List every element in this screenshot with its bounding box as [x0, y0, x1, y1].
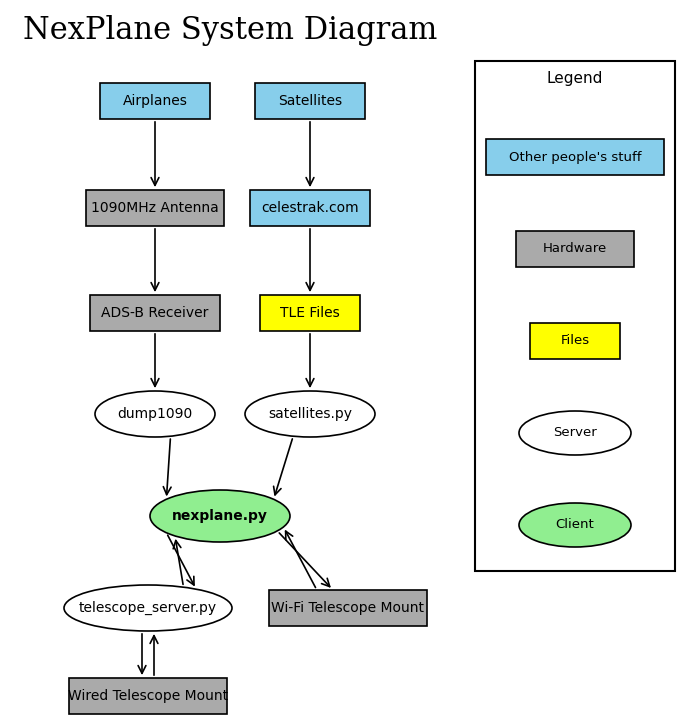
Ellipse shape [95, 391, 215, 437]
Ellipse shape [150, 490, 290, 542]
Text: celestrak.com: celestrak.com [261, 201, 359, 215]
Ellipse shape [64, 585, 232, 631]
FancyBboxPatch shape [486, 139, 664, 175]
Text: Server: Server [553, 426, 597, 439]
Text: telescope_server.py: telescope_server.py [79, 601, 217, 615]
Text: nexplane.py: nexplane.py [172, 509, 268, 523]
Text: Satellites: Satellites [278, 94, 342, 108]
Text: 1090MHz Antenna: 1090MHz Antenna [91, 201, 219, 215]
Text: Files: Files [560, 335, 589, 348]
Text: dump1090: dump1090 [117, 407, 193, 421]
FancyBboxPatch shape [516, 231, 634, 267]
FancyBboxPatch shape [530, 323, 620, 359]
FancyBboxPatch shape [86, 190, 224, 226]
Text: Legend: Legend [547, 71, 603, 86]
Text: Hardware: Hardware [543, 242, 607, 256]
Text: ADS-B Receiver: ADS-B Receiver [102, 306, 209, 320]
Text: satellites.py: satellites.py [268, 407, 352, 421]
Text: NexPlane System Diagram: NexPlane System Diagram [23, 15, 437, 46]
FancyBboxPatch shape [260, 295, 360, 331]
FancyBboxPatch shape [475, 61, 675, 571]
Text: Wired Telescope Mount: Wired Telescope Mount [68, 689, 228, 703]
FancyBboxPatch shape [69, 678, 227, 714]
Ellipse shape [245, 391, 375, 437]
FancyBboxPatch shape [255, 83, 365, 119]
Ellipse shape [519, 503, 631, 547]
Text: Other people's stuff: Other people's stuff [509, 150, 641, 163]
Ellipse shape [519, 411, 631, 455]
FancyBboxPatch shape [100, 83, 210, 119]
Text: Airplanes: Airplanes [122, 94, 187, 108]
Text: Wi-Fi Telescope Mount: Wi-Fi Telescope Mount [272, 601, 424, 615]
Text: Client: Client [556, 518, 594, 531]
FancyBboxPatch shape [269, 590, 427, 626]
FancyBboxPatch shape [90, 295, 220, 331]
FancyBboxPatch shape [250, 190, 370, 226]
Text: TLE Files: TLE Files [280, 306, 340, 320]
